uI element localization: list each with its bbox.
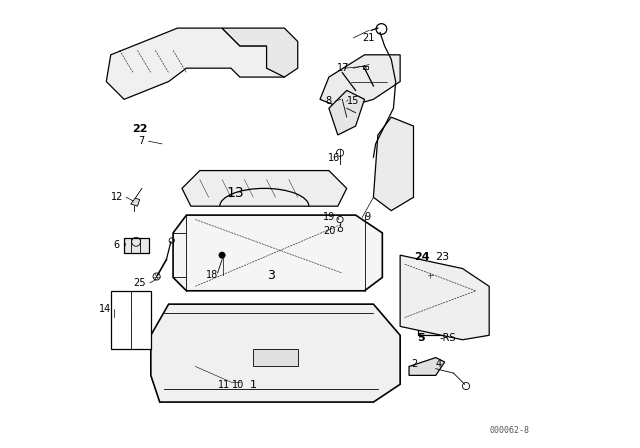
Text: 14: 14 — [99, 305, 111, 314]
Text: 24: 24 — [415, 252, 430, 263]
Circle shape — [219, 252, 225, 258]
Polygon shape — [373, 117, 413, 211]
Polygon shape — [253, 349, 298, 366]
Polygon shape — [409, 358, 445, 375]
Polygon shape — [400, 255, 489, 340]
Polygon shape — [320, 55, 400, 108]
Text: 23: 23 — [435, 252, 449, 263]
Polygon shape — [124, 238, 148, 253]
Text: 12: 12 — [111, 192, 124, 202]
Polygon shape — [222, 28, 298, 77]
Text: 16: 16 — [328, 153, 340, 163]
Polygon shape — [182, 171, 347, 206]
Text: 4: 4 — [436, 359, 442, 369]
Text: 13: 13 — [227, 186, 244, 200]
Text: 25: 25 — [133, 278, 145, 288]
Text: 2: 2 — [412, 359, 418, 369]
FancyBboxPatch shape — [418, 309, 456, 335]
Polygon shape — [111, 291, 151, 349]
Text: 7: 7 — [138, 136, 144, 146]
Text: 18: 18 — [206, 270, 218, 280]
Polygon shape — [329, 90, 365, 135]
Text: 6: 6 — [113, 241, 120, 250]
Polygon shape — [173, 215, 382, 291]
Text: 17: 17 — [337, 63, 349, 73]
Polygon shape — [131, 198, 140, 206]
Text: 22: 22 — [132, 124, 147, 134]
Text: 21: 21 — [362, 33, 374, 43]
Text: 5: 5 — [417, 333, 424, 344]
Polygon shape — [151, 304, 400, 402]
Text: 15: 15 — [347, 96, 359, 106]
Text: 1: 1 — [250, 380, 257, 390]
Text: 11: 11 — [218, 380, 230, 390]
Text: 3: 3 — [267, 269, 275, 282]
Polygon shape — [106, 28, 284, 99]
Text: -RS: -RS — [439, 333, 456, 344]
Bar — [363, 66, 368, 69]
Text: 9: 9 — [365, 212, 371, 222]
Text: 8: 8 — [325, 96, 331, 106]
Text: 20: 20 — [323, 226, 335, 236]
Text: 19: 19 — [323, 212, 335, 222]
Text: 10: 10 — [232, 380, 244, 390]
Text: 000062-8: 000062-8 — [489, 426, 529, 435]
